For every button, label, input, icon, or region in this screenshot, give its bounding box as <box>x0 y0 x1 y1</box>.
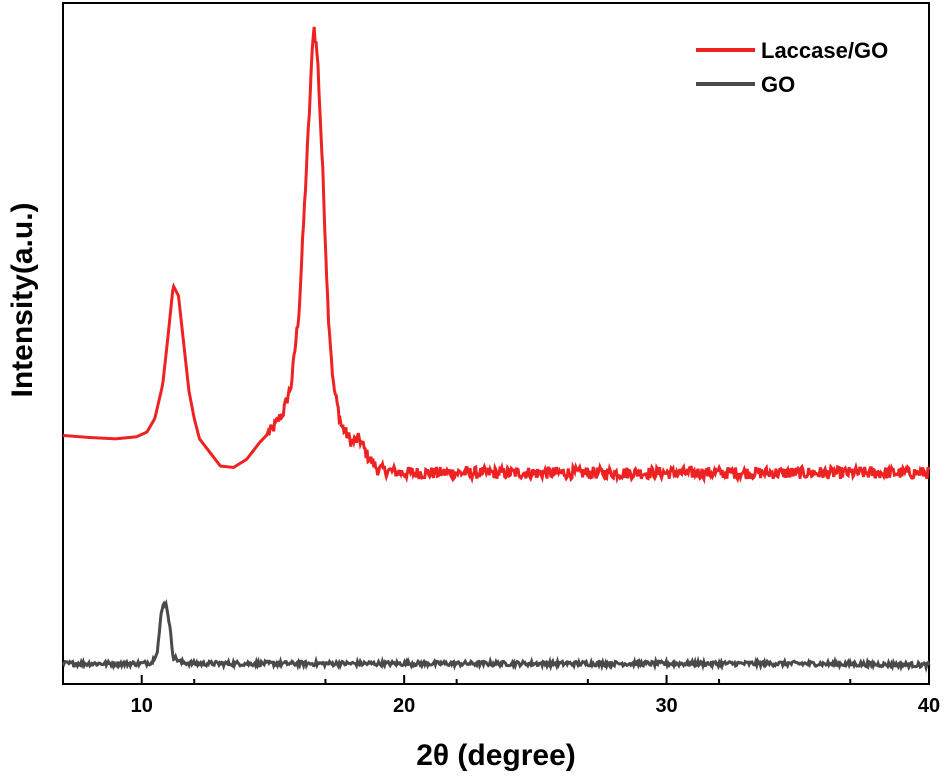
x-tick-label: 30 <box>655 695 677 717</box>
x-axis-ticks: 10 20 30 40 <box>62 675 940 717</box>
legend-label-laccase-go: Laccase/GO <box>761 38 888 63</box>
series-line-go <box>61 598 931 674</box>
x-tick-label: 40 <box>918 695 940 717</box>
x-tick-label: 20 <box>393 695 415 717</box>
plot-frame <box>62 2 930 685</box>
x-tick-label: 10 <box>131 695 153 717</box>
series-group <box>61 26 931 674</box>
legend-label-go: GO <box>761 72 795 97</box>
y-axis-title: Intensity(a.u.) <box>6 202 39 397</box>
legend: Laccase/GO GO <box>696 38 888 97</box>
series-line-laccase-go <box>62 26 931 485</box>
x-axis-title: 2θ (degree) <box>416 739 576 772</box>
